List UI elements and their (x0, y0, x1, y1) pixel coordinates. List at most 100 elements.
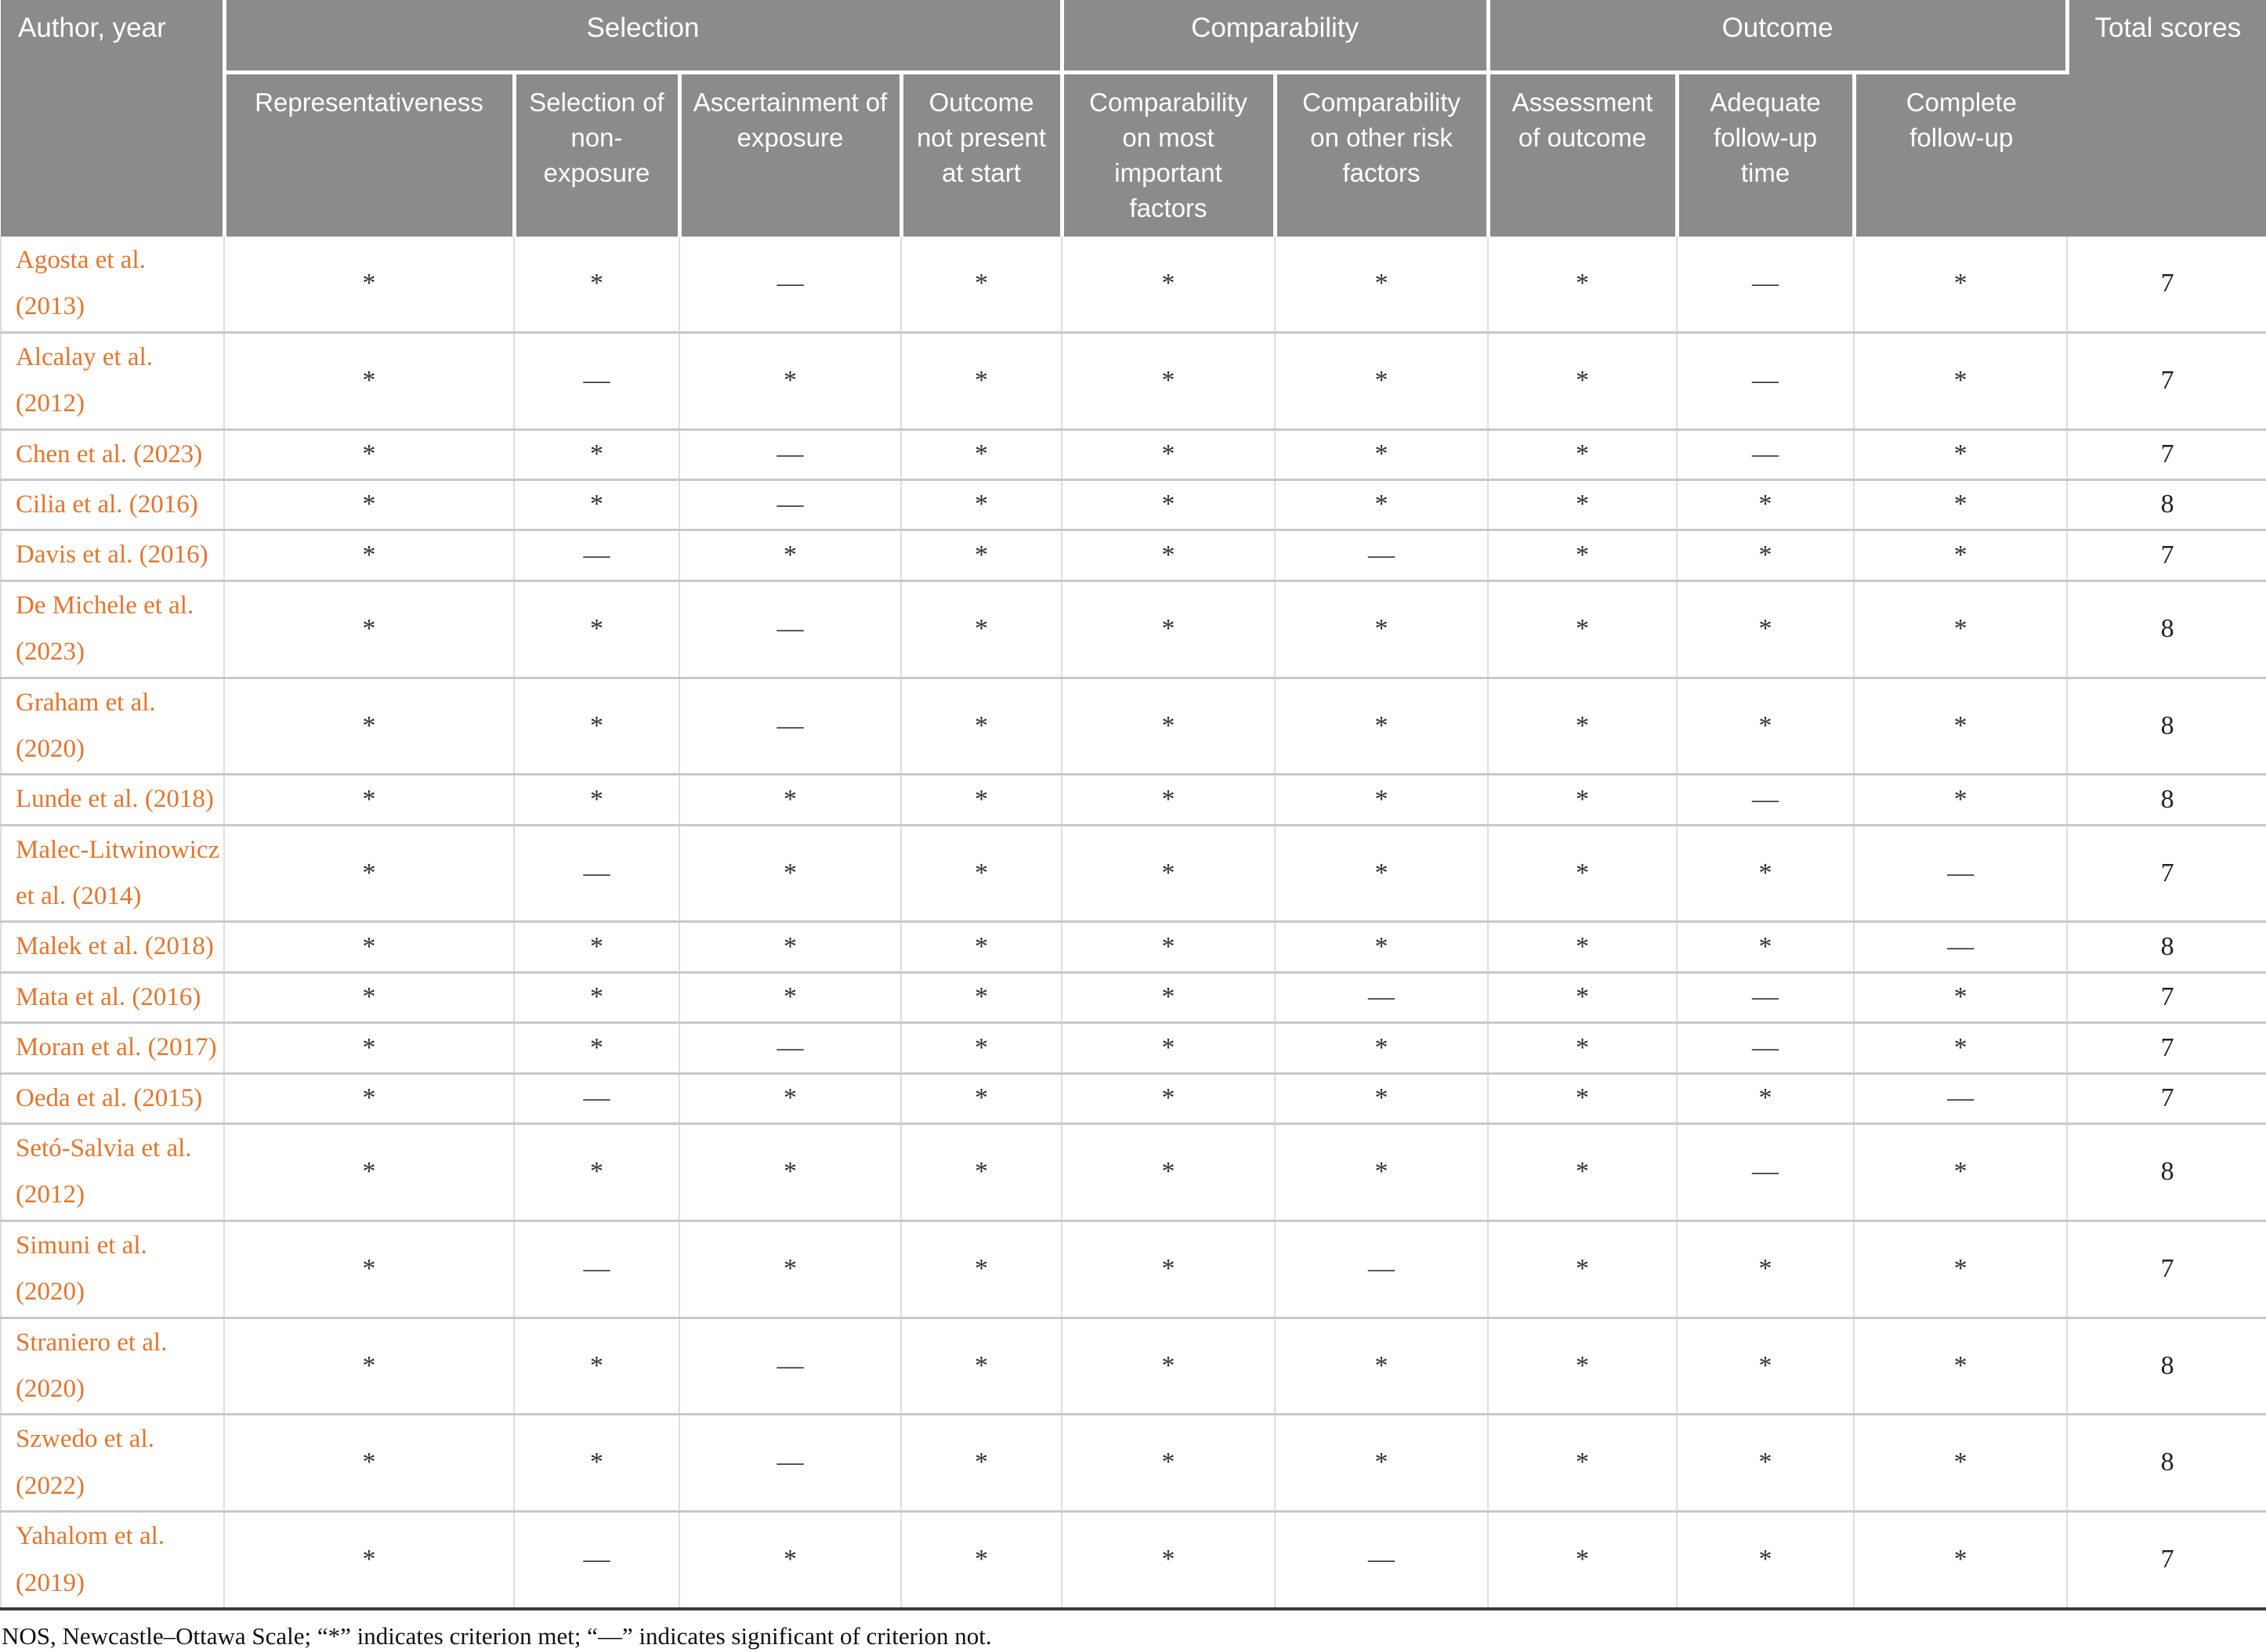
criterion-cell-complete-follow-up: * (1854, 1220, 2069, 1319)
total-score-cell: 8 (2067, 1318, 2266, 1416)
criterion-cell-comparability-other-risk: * (1275, 237, 1490, 334)
author-citation-link[interactable]: Straniero et al. (2020) (0, 1318, 225, 1416)
total-score-cell: 8 (2067, 678, 2266, 776)
criterion-cell-ascertainment-of-exposure: — (679, 429, 902, 481)
table-row: Agosta et al. (2013) * * — * * * * — * 7 (0, 237, 2266, 334)
criterion-cell-assessment-of-outcome: * (1488, 1318, 1678, 1416)
author-citation-link[interactable]: Malec-Litwinowicz et al. (2014) (0, 825, 225, 924)
criterion-cell-representativeness: * (224, 237, 515, 334)
criterion-cell-representativeness: * (224, 1414, 515, 1513)
criterion-cell-adequate-follow-up-time: — (1677, 237, 1855, 334)
criterion-cell-complete-follow-up: * (1854, 678, 2069, 776)
subheader-comparability-most-important-factors: Comparability on most important factors (1062, 72, 1277, 237)
criterion-cell-adequate-follow-up-time: — (1677, 972, 1855, 1025)
author-citation-link[interactable]: Graham et al. (2020) (0, 678, 225, 776)
author-citation-link[interactable]: Moran et al. (2017) (0, 1022, 225, 1075)
criterion-cell-representativeness: * (224, 972, 515, 1025)
criterion-cell-adequate-follow-up-time: * (1677, 479, 1855, 532)
total-score-cell: 8 (2067, 580, 2266, 679)
subheader-selection-of-non-exposure: Selection of non-exposure (514, 72, 682, 237)
table-row: Yahalom et al. (2019) * — * * * — * * * … (0, 1511, 2266, 1610)
author-citation-link[interactable]: Cilia et al. (2016) (0, 479, 225, 532)
criterion-cell-adequate-follow-up-time: * (1677, 1318, 1855, 1416)
criterion-cell-comparability-most-important: * (1062, 1022, 1276, 1075)
total-score-cell: 8 (2067, 479, 2266, 532)
criterion-cell-comparability-other-risk: — (1275, 530, 1490, 582)
total-score-cell: 7 (2067, 1511, 2266, 1610)
criterion-cell-representativeness: * (224, 479, 515, 532)
table-row: Szwedo et al. (2022) * * — * * * * * * 8 (0, 1414, 2266, 1513)
author-citation-link[interactable]: Malek et al. (2018) (0, 921, 225, 974)
total-score-cell: 8 (2067, 921, 2266, 974)
author-citation-link[interactable]: Yahalom et al. (2019) (0, 1511, 225, 1610)
table-row: Setó-Salvia et al. (2012) * * * * * * * … (0, 1123, 2266, 1222)
author-citation-link[interactable]: Agosta et al. (2013) (0, 237, 225, 334)
criterion-cell-selection-of-non-exposure: — (514, 332, 680, 431)
criterion-cell-comparability-most-important: * (1062, 1414, 1276, 1513)
criterion-cell-assessment-of-outcome: * (1488, 972, 1678, 1025)
criterion-cell-selection-of-non-exposure: * (514, 429, 680, 481)
criterion-cell-complete-follow-up: * (1854, 1022, 2069, 1075)
criterion-cell-adequate-follow-up-time: * (1677, 825, 1855, 924)
author-citation-link[interactable]: Mata et al. (2016) (0, 972, 225, 1025)
criterion-cell-adequate-follow-up-time: * (1677, 530, 1855, 582)
total-score-cell: 7 (2067, 825, 2266, 924)
table-row: Cilia et al. (2016) * * — * * * * * * 8 (0, 479, 2266, 532)
criterion-cell-comparability-most-important: * (1062, 1123, 1276, 1222)
criterion-cell-complete-follow-up: * (1854, 429, 2069, 481)
author-citation-link[interactable]: Chen et al. (2023) (0, 429, 225, 481)
criterion-cell-comparability-other-risk: — (1275, 972, 1490, 1025)
criterion-cell-comparability-most-important: * (1062, 332, 1276, 431)
criterion-cell-comparability-other-risk: * (1275, 479, 1490, 532)
table-row: Mata et al. (2016) * * * * * — * — * 7 (0, 972, 2266, 1025)
author-citation-link[interactable]: Alcalay et al. (2012) (0, 332, 225, 431)
criterion-cell-outcome-not-present-at-start: * (901, 580, 1063, 679)
author-citation-link[interactable]: Setó-Salvia et al. (2012) (0, 1123, 225, 1222)
criterion-cell-outcome-not-present-at-start: * (901, 332, 1063, 431)
subheader-complete-follow-up: Complete follow-up (1854, 72, 2068, 237)
criterion-cell-comparability-other-risk: * (1275, 774, 1490, 826)
criterion-cell-representativeness: * (224, 429, 515, 481)
criterion-cell-adequate-follow-up-time: — (1677, 429, 1855, 481)
criterion-cell-assessment-of-outcome: * (1488, 1123, 1678, 1222)
criterion-cell-comparability-most-important: * (1062, 530, 1276, 582)
criterion-cell-comparability-most-important: * (1062, 1511, 1276, 1610)
subheader-comparability-other-risk-factors: Comparability on other risk factors (1275, 72, 1490, 237)
total-score-cell: 8 (2067, 774, 2266, 826)
total-score-cell: 7 (2067, 237, 2266, 334)
author-citation-link[interactable]: Oeda et al. (2015) (0, 1073, 225, 1126)
criterion-cell-complete-follow-up: * (1854, 580, 2069, 679)
criterion-cell-ascertainment-of-exposure: — (679, 678, 902, 776)
criterion-cell-complete-follow-up: * (1854, 1511, 2069, 1610)
criterion-cell-comparability-other-risk: * (1275, 1414, 1490, 1513)
criterion-cell-comparability-most-important: * (1062, 1073, 1276, 1126)
author-citation-link[interactable]: Szwedo et al. (2022) (0, 1414, 225, 1513)
criterion-cell-representativeness: * (224, 1022, 515, 1075)
author-citation-link[interactable]: Simuni et al. (2020) (0, 1220, 225, 1319)
criterion-cell-adequate-follow-up-time: — (1677, 332, 1855, 431)
criterion-cell-outcome-not-present-at-start: * (901, 921, 1063, 974)
criterion-cell-selection-of-non-exposure: * (514, 1414, 680, 1513)
criterion-cell-ascertainment-of-exposure: * (679, 774, 902, 826)
criterion-cell-comparability-other-risk: * (1275, 921, 1490, 974)
author-citation-link[interactable]: De Michele et al. (2023) (0, 580, 225, 679)
criterion-cell-comparability-most-important: * (1062, 580, 1276, 679)
criterion-cell-outcome-not-present-at-start: * (901, 1220, 1063, 1319)
author-citation-link[interactable]: Davis et al. (2016) (0, 530, 225, 582)
criterion-cell-comparability-most-important: * (1062, 774, 1276, 826)
criterion-cell-comparability-most-important: * (1062, 1318, 1276, 1416)
author-year-header: Author, year (1, 0, 226, 237)
criterion-cell-ascertainment-of-exposure: * (679, 332, 902, 431)
criterion-cell-assessment-of-outcome: * (1488, 429, 1678, 481)
criterion-cell-comparability-other-risk: * (1275, 1318, 1490, 1416)
table-row: Alcalay et al. (2012) * — * * * * * — * … (0, 332, 2266, 431)
table-row: Simuni et al. (2020) * — * * * — * * * 7 (0, 1220, 2266, 1319)
criterion-cell-selection-of-non-exposure: * (514, 580, 680, 679)
author-citation-link[interactable]: Lunde et al. (2018) (0, 774, 225, 826)
criterion-cell-comparability-other-risk: * (1275, 332, 1490, 431)
criterion-cell-outcome-not-present-at-start: * (901, 1073, 1063, 1126)
criterion-cell-assessment-of-outcome: * (1488, 678, 1678, 776)
criterion-cell-assessment-of-outcome: * (1488, 1022, 1678, 1075)
table-row: Chen et al. (2023) * * — * * * * — * 7 (0, 429, 2266, 481)
table-body: Agosta et al. (2013) * * — * * * * — * 7… (0, 237, 2266, 1610)
